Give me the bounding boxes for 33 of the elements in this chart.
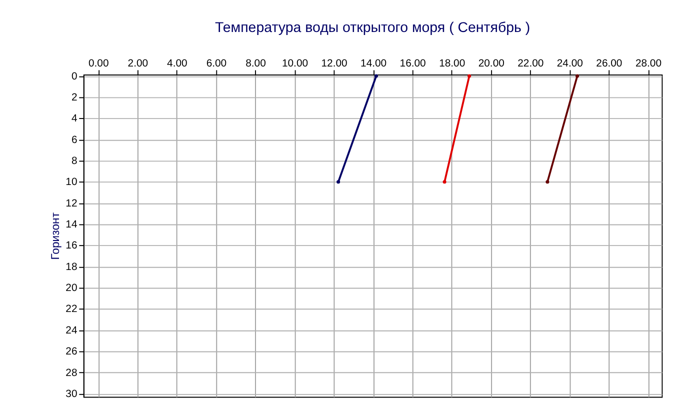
y-tick-label: 12 (66, 198, 78, 210)
x-tick-label: 12.00 (321, 58, 348, 70)
y-tick-label: 18 (66, 262, 78, 273)
y-tick-label: 10 (66, 177, 78, 188)
y-tick-label: 2 (71, 92, 78, 104)
y-tick-label: 14 (66, 220, 78, 231)
x-tick-label: 26.00 (596, 58, 622, 70)
y-tick-label: 0 (71, 71, 78, 82)
y-tick-label: 26 (66, 346, 78, 358)
x-tick-label: 24.00 (556, 58, 584, 70)
x-tick-label: 20.00 (478, 58, 505, 70)
x-tick-label: 8.00 (246, 58, 266, 70)
x-tick-label: 16.00 (400, 58, 426, 70)
x-tick-label: 14.00 (360, 58, 387, 70)
x-tick-label: 22.00 (518, 58, 544, 70)
x-tick-label: 28.00 (635, 58, 662, 70)
x-tick-label: 10.00 (282, 58, 308, 70)
x-tick-label: 2.00 (128, 58, 148, 70)
y-tick-label: 8 (71, 156, 78, 168)
y-tick-label: 28 (66, 368, 78, 379)
y-tick-label: 22 (66, 304, 78, 316)
y-tick-label: 16 (66, 240, 78, 252)
y-tick-label: 30 (66, 388, 78, 400)
y-tick-label: 4 (71, 114, 78, 125)
chart-title: Температура воды открытого моря ( Сентябрь ) (215, 20, 530, 36)
x-tick-label: 0.00 (88, 58, 109, 70)
y-tick-label: 6 (71, 134, 78, 146)
y-tick-label: 20 (66, 283, 78, 294)
y-tick-label: 24 (66, 325, 78, 336)
y-axis-title: Горизонт (50, 212, 62, 260)
x-tick-label: 18.00 (439, 58, 466, 70)
x-tick-label: 4.00 (167, 58, 188, 70)
x-tick-label: 6.00 (206, 58, 227, 70)
